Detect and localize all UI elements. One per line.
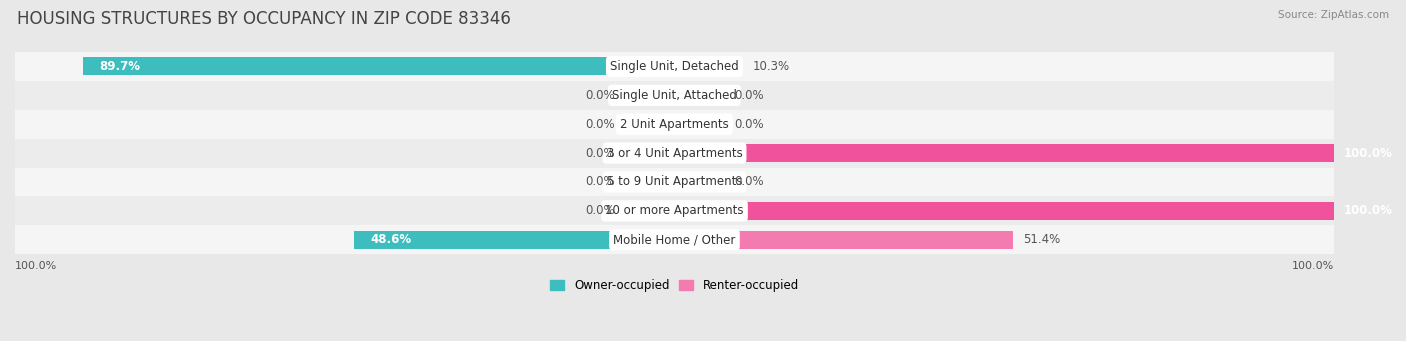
Text: 100.0%: 100.0% [1344, 147, 1393, 160]
Text: 51.4%: 51.4% [1024, 233, 1060, 246]
Bar [675, 58, 742, 75]
Text: 10.3%: 10.3% [752, 60, 789, 73]
Bar [83, 58, 675, 75]
Text: 89.7%: 89.7% [100, 60, 141, 73]
Text: 10 or more Apartments: 10 or more Apartments [605, 204, 744, 217]
Bar [621, 202, 675, 220]
Bar [15, 196, 1334, 225]
Text: 0.0%: 0.0% [585, 147, 614, 160]
Text: 2 Unit Apartments: 2 Unit Apartments [620, 118, 728, 131]
Bar [675, 202, 1334, 220]
Bar [675, 144, 1334, 162]
Bar [675, 231, 1014, 249]
Text: 0.0%: 0.0% [585, 118, 614, 131]
Text: 0.0%: 0.0% [734, 89, 763, 102]
Bar [675, 115, 727, 133]
Text: 3 or 4 Unit Apartments: 3 or 4 Unit Apartments [606, 147, 742, 160]
Bar [15, 110, 1334, 139]
Text: 0.0%: 0.0% [585, 204, 614, 217]
Bar [621, 173, 675, 191]
Text: 5 to 9 Unit Apartments: 5 to 9 Unit Apartments [607, 176, 742, 189]
Text: Source: ZipAtlas.com: Source: ZipAtlas.com [1278, 10, 1389, 20]
Bar [675, 173, 727, 191]
Bar [15, 225, 1334, 254]
Text: 100.0%: 100.0% [15, 261, 58, 270]
Bar [354, 231, 675, 249]
Text: 100.0%: 100.0% [1292, 261, 1334, 270]
Bar [621, 115, 675, 133]
Bar [621, 86, 675, 104]
Text: Single Unit, Detached: Single Unit, Detached [610, 60, 738, 73]
Text: 48.6%: 48.6% [370, 233, 412, 246]
Text: 0.0%: 0.0% [585, 176, 614, 189]
Text: 0.0%: 0.0% [585, 89, 614, 102]
Text: 0.0%: 0.0% [734, 118, 763, 131]
Text: 100.0%: 100.0% [1344, 204, 1393, 217]
Text: Mobile Home / Other: Mobile Home / Other [613, 233, 735, 246]
Bar [15, 167, 1334, 196]
Legend: Owner-occupied, Renter-occupied: Owner-occupied, Renter-occupied [546, 275, 803, 297]
Bar [675, 86, 727, 104]
Text: 0.0%: 0.0% [734, 176, 763, 189]
Text: HOUSING STRUCTURES BY OCCUPANCY IN ZIP CODE 83346: HOUSING STRUCTURES BY OCCUPANCY IN ZIP C… [17, 10, 510, 28]
Bar [15, 139, 1334, 167]
Bar [15, 81, 1334, 110]
Text: Single Unit, Attached: Single Unit, Attached [612, 89, 737, 102]
Bar [621, 144, 675, 162]
Bar [15, 52, 1334, 81]
